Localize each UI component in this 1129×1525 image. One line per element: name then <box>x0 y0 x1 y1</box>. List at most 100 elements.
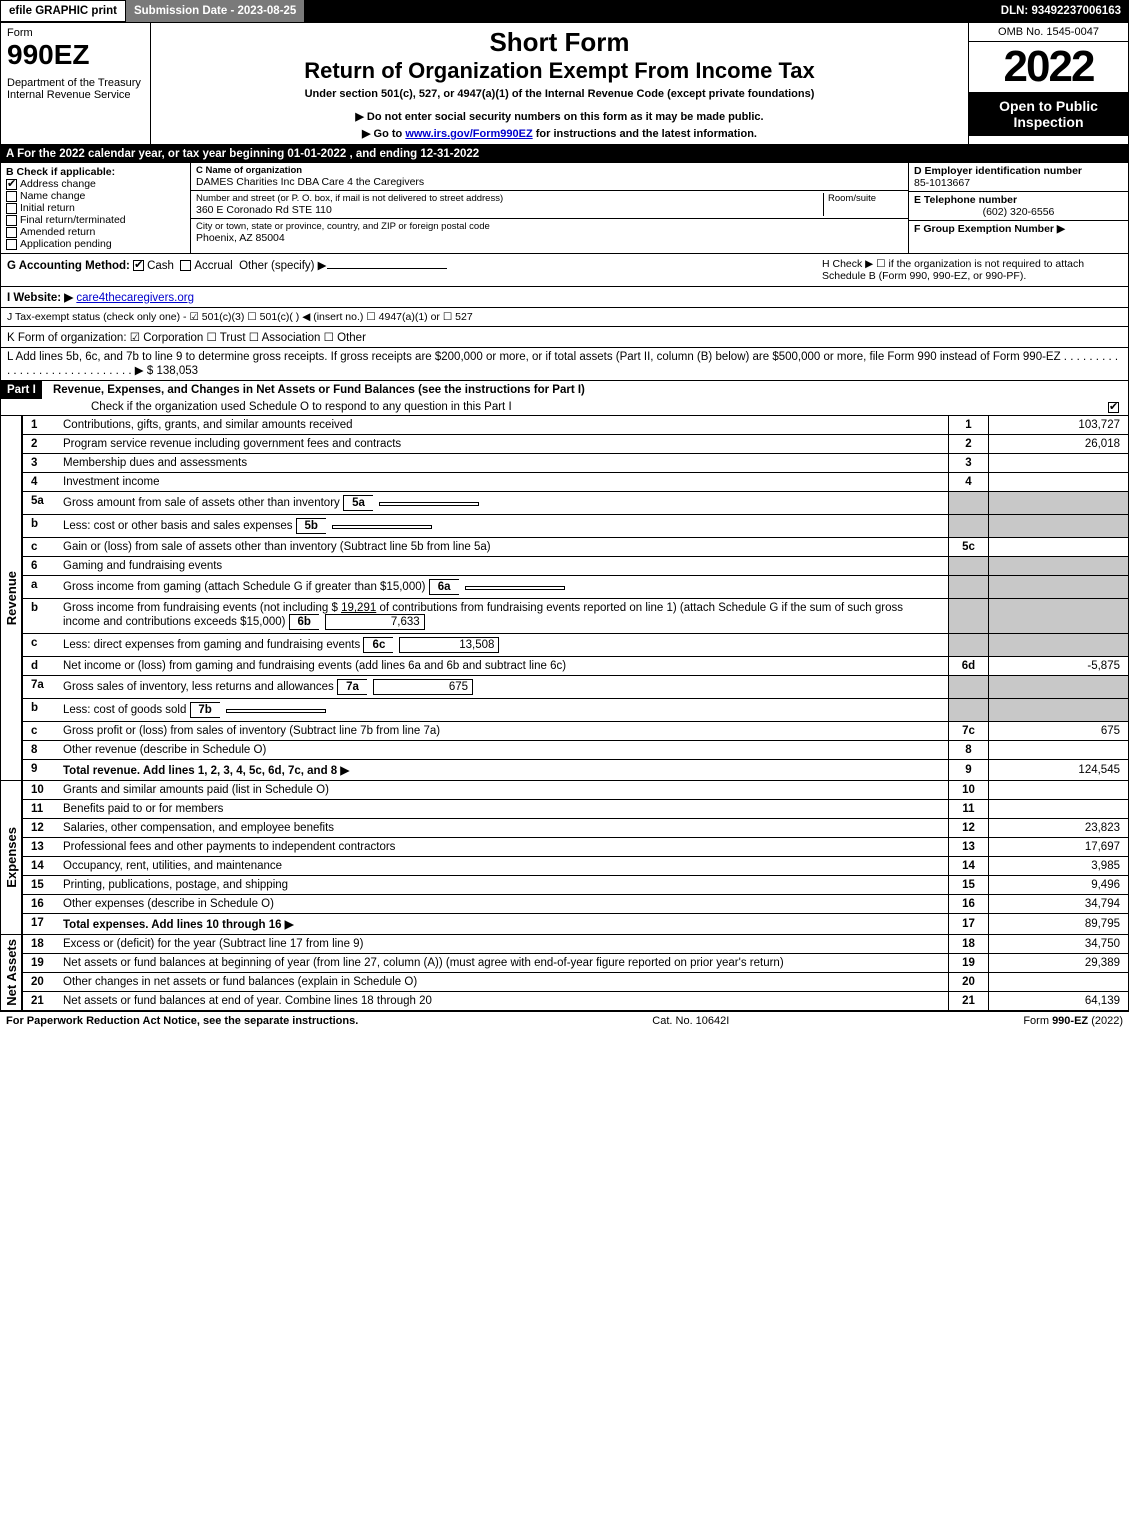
line-10-amount <box>988 781 1128 799</box>
form-number: 990EZ <box>7 39 144 71</box>
section-d: D Employer identification number 85-1013… <box>909 163 1128 192</box>
line-20-amount <box>988 973 1128 991</box>
line-13-amount: 17,697 <box>988 838 1128 856</box>
netassets-side-label: Net Assets <box>0 935 22 1011</box>
subtitle: Under section 501(c), 527, or 4947(a)(1)… <box>157 88 962 100</box>
line-9-amount: 124,545 <box>988 760 1128 780</box>
footer-right: Form 990-EZ (2022) <box>1023 1015 1123 1027</box>
line-4-amount <box>988 473 1128 491</box>
city-row: City or town, state or province, country… <box>191 219 908 246</box>
ein-label: D Employer identification number <box>914 165 1123 177</box>
note-goto-pre: ▶ Go to <box>362 128 405 140</box>
section-k: K Form of organization: ☑ Corporation ☐ … <box>0 327 1129 348</box>
section-c: C Name of organization DAMES Charities I… <box>191 163 908 253</box>
row-g-h: G Accounting Method: Cash Accrual Other … <box>0 254 1129 287</box>
schedule-o-checkbox[interactable] <box>1108 402 1119 413</box>
check-accrual[interactable] <box>180 260 191 271</box>
info-block: B Check if applicable: Address change Na… <box>0 163 1129 254</box>
ein-value: 85-1013667 <box>914 177 1123 189</box>
top-bar: efile GRAPHIC print Submission Date - 20… <box>0 0 1129 22</box>
line-19-amount: 29,389 <box>988 954 1128 972</box>
expenses-section: Expenses 10Grants and similar amounts pa… <box>0 781 1129 935</box>
revenue-side-label: Revenue <box>0 416 22 781</box>
section-j: J Tax-exempt status (check only one) - ☑… <box>0 308 1129 327</box>
check-cash[interactable] <box>133 260 144 271</box>
part-i-check-row: Check if the organization used Schedule … <box>1 399 1128 415</box>
line-5c-amount <box>988 538 1128 556</box>
line-6b-amount: 7,633 <box>325 614 425 630</box>
check-amended-return[interactable]: Amended return <box>6 226 185 238</box>
section-f: F Group Exemption Number ▶ <box>909 221 1128 237</box>
line-21-amount: 64,139 <box>988 992 1128 1010</box>
section-def: D Employer identification number 85-1013… <box>908 163 1128 253</box>
line-2-amount: 26,018 <box>988 435 1128 453</box>
org-name: DAMES Charities Inc DBA Care 4 the Careg… <box>196 176 903 188</box>
note-ssn: ▶ Do not enter social security numbers o… <box>157 110 962 123</box>
form-word: Form <box>7 27 144 39</box>
efile-print[interactable]: efile GRAPHIC print <box>0 0 126 22</box>
address-row: Number and street (or P. O. box, if mail… <box>191 191 908 219</box>
netassets-section: Net Assets 18Excess or (deficit) for the… <box>0 935 1129 1011</box>
check-name-change[interactable]: Name change <box>6 190 185 202</box>
note-goto: ▶ Go to www.irs.gov/Form990EZ for instru… <box>157 127 962 140</box>
group-exemption-label: F Group Exemption Number ▶ <box>914 223 1065 235</box>
check-address-change[interactable]: Address change <box>6 178 185 190</box>
line-15-amount: 9,496 <box>988 876 1128 894</box>
section-h: H Check ▶ ☐ if the organization is not r… <box>822 258 1122 282</box>
check-final-return[interactable]: Final return/terminated <box>6 214 185 226</box>
line-6c-amount: 13,508 <box>399 637 499 653</box>
header-mid: Short Form Return of Organization Exempt… <box>151 23 968 144</box>
expenses-side-label: Expenses <box>0 781 22 935</box>
line-6d-amount: -5,875 <box>988 657 1128 675</box>
section-a: A For the 2022 calendar year, or tax yea… <box>0 145 1129 163</box>
omb-number: OMB No. 1545-0047 <box>969 23 1128 42</box>
form-header: Form 990EZ Department of the Treasury In… <box>0 22 1129 145</box>
submission-date: Submission Date - 2023-08-25 <box>126 0 304 22</box>
tax-year: 2022 <box>969 42 1128 92</box>
check-application-pending[interactable]: Application pending <box>6 238 185 250</box>
section-b-label: B Check if applicable: <box>6 166 185 178</box>
address-value: 360 E Coronado Rd STE 110 <box>196 204 823 216</box>
org-name-row: C Name of organization DAMES Charities I… <box>191 163 908 191</box>
city-value: Phoenix, AZ 85004 <box>196 232 903 244</box>
gross-receipts: 138,053 <box>156 365 198 377</box>
dln: DLN: 93492237006163 <box>993 0 1129 22</box>
title-return: Return of Organization Exempt From Incom… <box>157 58 962 84</box>
phone-label: E Telephone number <box>914 194 1123 206</box>
part-i-check-text: Check if the organization used Schedule … <box>91 401 1108 413</box>
line-14-amount: 3,985 <box>988 857 1128 875</box>
open-inspection: Open to Public Inspection <box>969 92 1128 136</box>
irs-link[interactable]: www.irs.gov/Form990EZ <box>405 128 532 140</box>
line-1-amount: 103,727 <box>988 416 1128 434</box>
part-i-header-row: Part I Revenue, Expenses, and Changes in… <box>0 381 1129 416</box>
header-left: Form 990EZ Department of the Treasury In… <box>1 23 151 144</box>
section-l: L Add lines 5b, 6c, and 7b to line 9 to … <box>0 348 1129 381</box>
website-link[interactable]: care4thecaregivers.org <box>76 292 194 304</box>
revenue-section: Revenue 1Contributions, gifts, grants, a… <box>0 416 1129 781</box>
line-16-amount: 34,794 <box>988 895 1128 913</box>
address-label: Number and street (or P. O. box, if mail… <box>196 193 823 204</box>
title-shortform: Short Form <box>157 27 962 58</box>
line-7c-amount: 675 <box>988 722 1128 740</box>
line-11-amount <box>988 800 1128 818</box>
line-12-amount: 23,823 <box>988 819 1128 837</box>
note-goto-post: for instructions and the latest informat… <box>533 128 757 140</box>
line-7a-amount: 675 <box>373 679 473 695</box>
footer-left: For Paperwork Reduction Act Notice, see … <box>6 1015 358 1027</box>
department: Department of the Treasury Internal Reve… <box>7 77 144 101</box>
room-suite-label: Room/suite <box>823 193 903 216</box>
org-name-label: C Name of organization <box>196 165 903 176</box>
footer-cat: Cat. No. 10642I <box>652 1015 729 1027</box>
line-8-amount <box>988 741 1128 759</box>
line-17-amount: 89,795 <box>988 914 1128 934</box>
topbar-spacer <box>304 0 992 22</box>
header-right: OMB No. 1545-0047 2022 Open to Public In… <box>968 23 1128 144</box>
page-footer: For Paperwork Reduction Act Notice, see … <box>0 1011 1129 1030</box>
line-3-amount <box>988 454 1128 472</box>
city-label: City or town, state or province, country… <box>196 221 903 232</box>
section-e: E Telephone number (602) 320-6556 <box>909 192 1128 221</box>
part-i-label: Part I <box>1 381 42 399</box>
part-i-title: Revenue, Expenses, and Changes in Net As… <box>45 384 585 396</box>
line-18-amount: 34,750 <box>988 935 1128 953</box>
check-initial-return[interactable]: Initial return <box>6 202 185 214</box>
